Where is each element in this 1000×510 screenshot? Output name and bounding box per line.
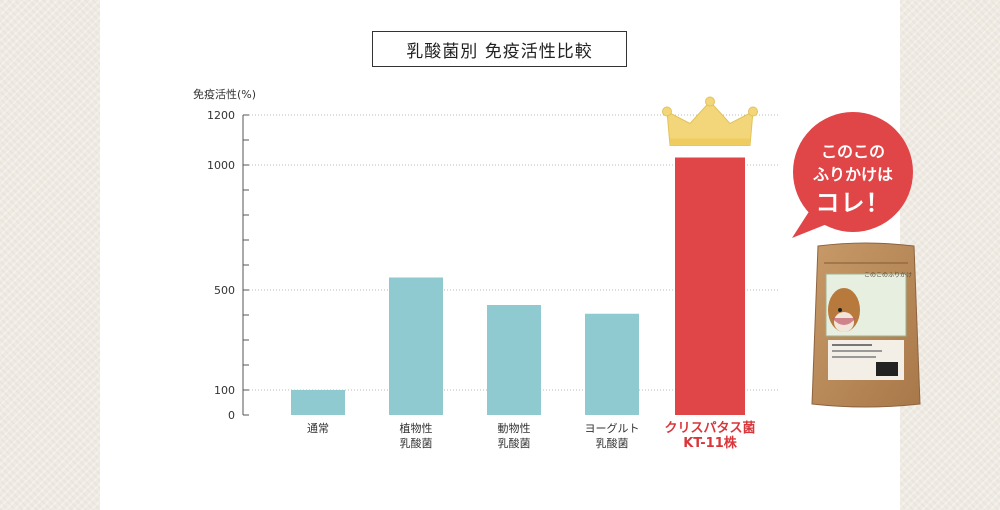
badge-text: このこの ふりかけは コレ！ [790,140,916,220]
furikake-package-icon [811,242,921,408]
badge-line-3: コレ！ [815,189,891,217]
y-tick-label: 1200 [207,109,235,122]
badge-line-1: このこの [820,142,885,161]
x-tick-label: 植物性 [400,421,433,435]
x-tick-label: クリスパタス菌 [664,420,755,436]
bar [291,390,345,415]
y-tick-label: 1000 [207,159,235,172]
x-tick-label: KT-11株 [683,435,738,451]
y-tick-label: 100 [214,384,235,397]
speech-bubble-badge [792,112,913,238]
x-tick-label: 動物性 [498,421,531,435]
badge-circle [793,112,913,232]
badge-line-2: ふりかけは [812,165,893,184]
badge-tail [792,210,832,238]
crown-jewel [662,106,672,117]
bar [389,277,443,415]
crown-jewel [705,96,715,107]
y-tick-label: 0 [228,409,235,422]
x-tick-label: 乳酸菌 [400,436,433,450]
crown-jewel [748,106,758,117]
crown-band [670,138,750,146]
x-tick-label: 乳酸菌 [596,436,629,450]
x-tick-label: 通常 [307,422,329,435]
package-label: このこのふりかけ [863,272,912,279]
bar-highlight [675,157,745,415]
x-tick-label: ヨーグルト [585,421,640,435]
y-axis-label: 免疫活性(%) [193,87,256,101]
y-tick-label: 500 [214,284,235,297]
bar [585,313,639,415]
content-panel [100,0,900,510]
x-tick-label: 乳酸菌 [498,436,531,450]
chart-title: 乳酸菌別 免疫活性比較 [372,31,627,67]
chart-title-text: 乳酸菌別 免疫活性比較 [406,41,593,62]
bar [487,305,541,415]
